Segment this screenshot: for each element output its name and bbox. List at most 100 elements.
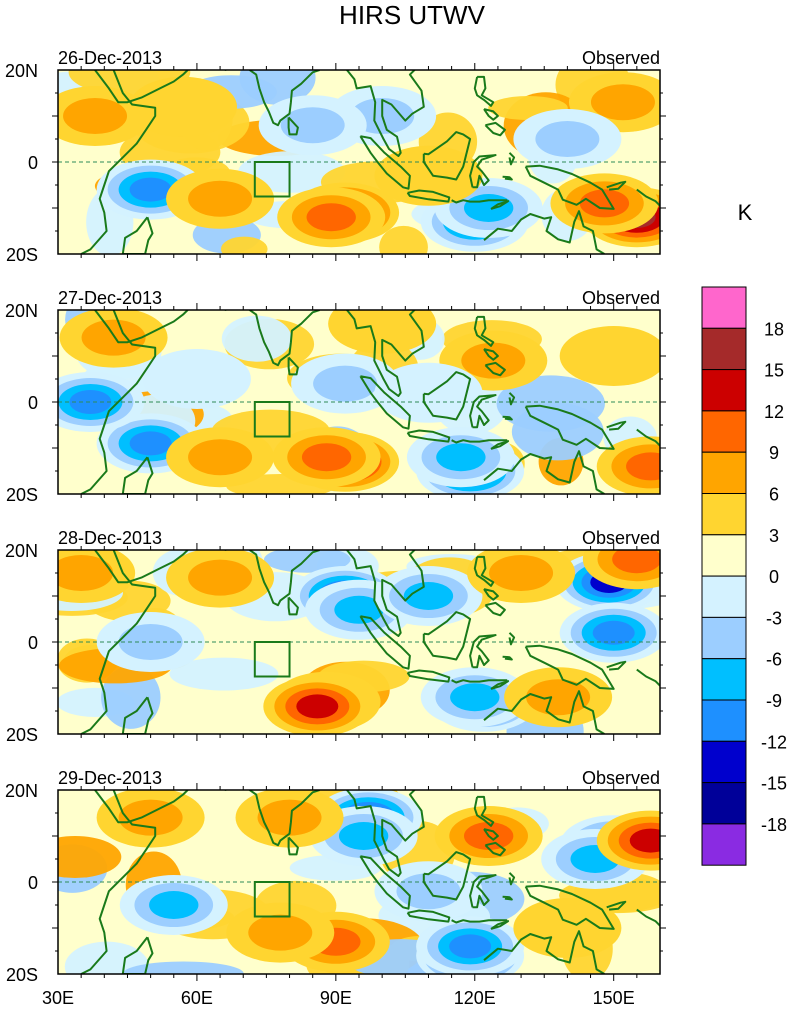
colorbar: 18 15 12 9 6 3 0 -3 -6 -9 -12 -15 -18: [701, 286, 787, 866]
contour-level: [513, 898, 622, 958]
coastline: [80, 550, 157, 734]
colorbar-swatch: [701, 369, 747, 412]
coastline: [502, 655, 513, 661]
background-blob: [58, 836, 122, 878]
contour-level: [629, 828, 660, 853]
colorbar-label: -18: [761, 815, 787, 835]
coastline: [490, 920, 510, 930]
colorbar-label: -6: [766, 650, 782, 670]
coastline: [345, 310, 425, 397]
colorbar-label: 12: [764, 402, 784, 422]
y-tick-label: 20S: [6, 725, 38, 745]
coastline: [224, 70, 320, 127]
contour-level: [626, 452, 660, 481]
panel-date: 29-Dec-2013: [58, 768, 162, 788]
contour-level: [592, 620, 635, 645]
coastline: [484, 361, 506, 377]
coastline: [359, 375, 411, 430]
contour-level: [149, 891, 199, 919]
coastline: [406, 909, 451, 923]
coastline: [345, 70, 425, 157]
coastline: [490, 440, 510, 450]
coastline: [502, 415, 513, 421]
coastline: [94, 550, 189, 584]
coastline: [451, 199, 508, 204]
colorbar-swatch: [701, 286, 747, 329]
coastline: [524, 164, 615, 210]
contour-level: [449, 934, 492, 959]
coastline: [80, 310, 157, 494]
coastline: [345, 550, 425, 637]
colorbar-label: 15: [764, 361, 784, 381]
coastline: [422, 371, 472, 421]
coastline: [406, 669, 451, 683]
coastline: [502, 895, 513, 901]
colorbar-swatch: [701, 782, 747, 825]
coastline: [508, 632, 516, 646]
contour-level: [248, 914, 313, 951]
coastline: [524, 644, 615, 690]
contour-level: [129, 177, 172, 202]
coastline: [484, 841, 506, 857]
coastline: [287, 356, 299, 376]
map-panel-3: 20N 0 20S 28-Dec-2013 Observed: [5, 528, 666, 745]
y-tick-label: 20N: [5, 301, 38, 321]
coastline: [94, 790, 189, 824]
x-tick-label: 90E: [320, 988, 352, 1008]
anomaly-field: [58, 310, 660, 494]
coastline: [484, 121, 506, 137]
colorbar-swatch: [701, 616, 747, 660]
contour-level: [374, 145, 483, 206]
contour-level: [559, 326, 660, 386]
coastline: [636, 908, 660, 927]
coastline: [422, 131, 472, 181]
coastline: [80, 70, 157, 254]
coastline: [636, 668, 660, 687]
contour-level: [69, 390, 112, 414]
anomaly-field: [58, 550, 660, 734]
background-blob: [64, 941, 149, 974]
coastline: [287, 116, 299, 136]
coastline: [121, 216, 154, 254]
y-tick-label: 20N: [5, 61, 38, 81]
region-box: [253, 641, 291, 678]
coastline: [359, 615, 411, 670]
contour-level: [306, 203, 356, 232]
coastline: [524, 404, 615, 450]
coastline: [451, 919, 508, 924]
background-blob: [169, 657, 279, 691]
coastline: [94, 310, 189, 344]
colorbar-label: -15: [761, 774, 787, 794]
coastline: [483, 348, 499, 361]
coastline: [473, 75, 495, 107]
x-tick-label: 30E: [42, 988, 74, 1008]
coastline: [606, 900, 627, 911]
contour-level: [436, 443, 486, 472]
coastline: [422, 611, 472, 661]
contour-level: [403, 582, 454, 610]
colorbar-label: -9: [766, 691, 782, 711]
background-blob: [264, 550, 351, 573]
contour-level: [58, 555, 114, 591]
contour-level: [63, 98, 128, 134]
colorbar-label: 3: [769, 526, 779, 546]
background-blob: [511, 403, 604, 461]
coastline: [121, 456, 154, 494]
coastline: [508, 392, 516, 406]
coastline: [469, 154, 497, 189]
y-tick-label: 0: [28, 393, 38, 413]
coastline: [451, 439, 508, 444]
coastline: [359, 135, 411, 190]
panel-label: Observed: [582, 288, 660, 308]
coastline: [508, 872, 516, 886]
coastline: [483, 828, 499, 841]
y-tick-label: 0: [28, 633, 38, 653]
coastline: [636, 428, 660, 447]
contour-level: [338, 822, 389, 850]
y-tick-label: 20S: [6, 245, 38, 265]
contour-level: [129, 431, 172, 456]
panel-label: Observed: [582, 768, 660, 788]
coastline: [606, 180, 627, 191]
contour-level: [463, 194, 514, 222]
coastline: [484, 601, 506, 617]
